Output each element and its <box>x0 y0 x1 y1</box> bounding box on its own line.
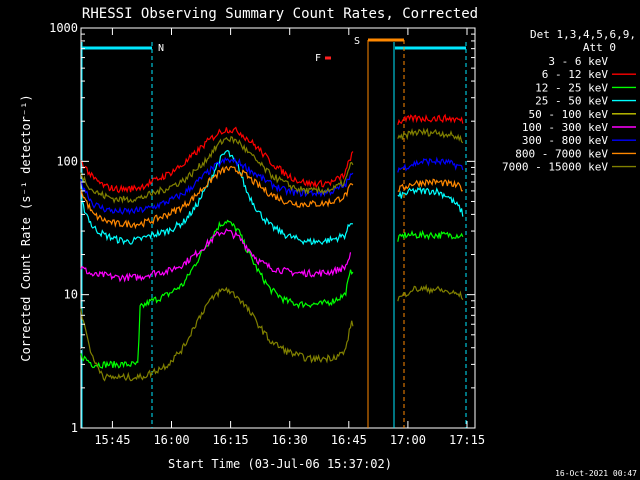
series-line-9 <box>80 286 354 382</box>
legend-header: Att 0 <box>583 41 616 54</box>
y-tick-label: 1 <box>71 421 78 435</box>
tick-layer: 15:45 16:00 16:15 16:30 16:45 17:00 17:15 1 10 10… <box>49 21 485 447</box>
x-tick-label: 16:15 <box>213 433 249 447</box>
series-line-9 <box>397 283 464 302</box>
legend-entry-label: 6 - 12 keV <box>542 68 609 81</box>
y-tick-label: 1000 <box>49 21 78 35</box>
chart-title: RHESSI Observing Summary Count Rates, Co… <box>82 6 478 22</box>
series-line-2 <box>80 219 354 369</box>
legend-entry-label: 800 - 7000 keV <box>515 147 608 160</box>
x-tick-label: 16:00 <box>153 433 189 447</box>
legend-entry-label: 7000 - 15000 keV <box>502 161 608 174</box>
series-layer <box>80 113 464 382</box>
x-tick-label: 16:30 <box>272 433 308 447</box>
x-tick-label: 16:45 <box>331 433 367 447</box>
x-axis-label: Start Time (03-Jul-06 15:37:02) <box>168 457 392 471</box>
series-line-8 <box>397 127 464 144</box>
series-line-7 <box>397 113 464 126</box>
legend-entry-label: 3 - 6 keV <box>548 55 608 68</box>
legend-entry-label: 12 - 25 keV <box>535 81 608 94</box>
legend-entry-label: 300 - 800 keV <box>522 134 608 147</box>
series-line-1 <box>80 270 352 353</box>
flag-label-n: N <box>158 43 164 54</box>
footer-stamp: 16-Oct-2021 00:47 <box>555 469 637 478</box>
legend-entry-label: 25 - 50 keV <box>535 95 608 108</box>
series-line-4 <box>397 186 464 217</box>
flag-label-f: F <box>315 53 321 64</box>
legend-entry-label: 100 - 300 keV <box>522 121 608 134</box>
series-line-0 <box>139 268 351 363</box>
series-line-4 <box>80 149 353 246</box>
x-tick-label: 15:45 <box>94 433 130 447</box>
x-tick-label: 17:15 <box>449 433 485 447</box>
x-tick-label: 17:00 <box>390 433 426 447</box>
series-line-2 <box>397 229 464 242</box>
series-line-8 <box>80 135 354 204</box>
flag-label-s: S <box>354 36 360 47</box>
series-line-5 <box>397 178 463 193</box>
y-axis-label: Corrected Count Rate (s⁻¹ detector⁻¹) <box>19 94 33 361</box>
series-line-6 <box>397 156 464 173</box>
y-tick-label: 10 <box>64 288 78 302</box>
y-tick-label: 100 <box>56 154 78 168</box>
plot-frame <box>80 27 476 429</box>
legend-entry-label: 50 - 100 keV <box>529 108 609 121</box>
series-line-7 <box>80 126 354 194</box>
plot-border <box>80 27 476 429</box>
series-line-3 <box>80 228 352 283</box>
flag-layer: N S F <box>81 36 467 428</box>
legend-header: Det 1,3,4,5,6,9, <box>530 28 636 41</box>
series-line-5 <box>80 165 354 230</box>
